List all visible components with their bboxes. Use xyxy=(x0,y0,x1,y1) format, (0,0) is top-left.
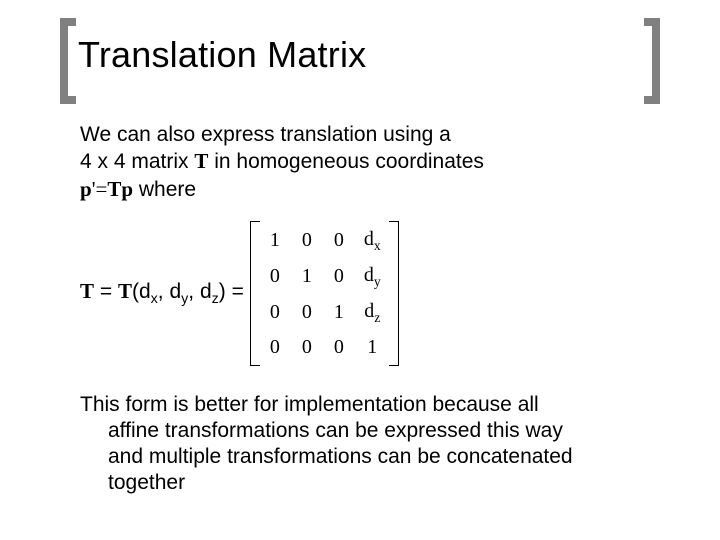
p1-line3: p'=Tp where xyxy=(80,176,650,203)
eq-c1: , d xyxy=(158,280,181,303)
slide-title: Translation Matrix xyxy=(78,34,650,76)
matrix-right-bracket-icon xyxy=(389,221,399,366)
eq-eq1: = xyxy=(94,280,118,303)
matrix-cell: 0 xyxy=(300,228,314,253)
slide-body: We can also express translation using a … xyxy=(60,122,660,497)
matrix-cell: dx xyxy=(364,227,381,255)
equation-lhs: T = T(dx, dy, dz) = xyxy=(80,278,244,309)
slide: Translation Matrix We can also express t… xyxy=(0,0,720,540)
eq-c2: , d xyxy=(188,280,211,303)
p2-line2: affine transformations can be expressed … xyxy=(80,418,650,444)
p2-line3: and multiple transformations can be conc… xyxy=(80,444,650,470)
matrix-cell: 1 xyxy=(364,335,381,360)
matrix-cell: 0 xyxy=(268,264,282,289)
matrix-cell: 1 xyxy=(300,264,314,289)
p2-line1: This form is better for implementation b… xyxy=(80,393,539,416)
matrix-grid: 100dx010dy001dz0001 xyxy=(260,221,389,366)
p1-l2-pre: 4 x 4 matrix xyxy=(80,150,194,173)
equation-row: T = T(dx, dy, dz) = 100dx010dy001dz0001 xyxy=(80,221,650,366)
p1-l2-post: in homogeneous coordinates xyxy=(208,150,484,173)
matrix-cell: 0 xyxy=(332,228,346,253)
matrix-cell: 0 xyxy=(268,335,282,360)
translation-matrix: 100dx010dy001dz0001 xyxy=(250,221,399,366)
matrix-cell: 0 xyxy=(332,335,346,360)
title-block: Translation Matrix xyxy=(60,28,660,82)
matrix-cell: 1 xyxy=(268,228,282,253)
p2-line4: together xyxy=(80,470,650,496)
p1-line1: We can also express translation using a xyxy=(80,123,451,146)
p1-l3-post: where xyxy=(133,178,196,201)
p1-l3-p2: p xyxy=(121,177,133,201)
p1-l3-T: T xyxy=(107,177,121,201)
p1-line2: 4 x 4 matrix T in homogeneous coordinate… xyxy=(80,148,650,175)
left-bracket-icon xyxy=(60,18,76,104)
paragraph-2: This form is better for implementation b… xyxy=(80,392,650,497)
eq-sz: z xyxy=(212,291,219,307)
eq-open: (d xyxy=(132,280,151,303)
matrix-cell: 1 xyxy=(332,300,346,325)
eq-T1: T xyxy=(80,279,94,303)
matrix-cell: 0 xyxy=(332,264,346,289)
matrix-cell: dz xyxy=(364,299,381,327)
p1-l3-p: p xyxy=(80,177,92,201)
p1-l3-eq: '= xyxy=(92,177,108,201)
eq-sx: x xyxy=(151,291,158,307)
eq-T2: T xyxy=(118,279,132,303)
eq-close: ) = xyxy=(219,280,244,303)
p1-l2-T: T xyxy=(194,149,208,173)
matrix-cell: 0 xyxy=(268,300,282,325)
matrix-cell: 0 xyxy=(300,300,314,325)
matrix-cell: dy xyxy=(364,263,381,291)
matrix-cell: 0 xyxy=(300,335,314,360)
paragraph-1: We can also express translation using a … xyxy=(80,122,650,203)
matrix-left-bracket-icon xyxy=(250,221,260,366)
